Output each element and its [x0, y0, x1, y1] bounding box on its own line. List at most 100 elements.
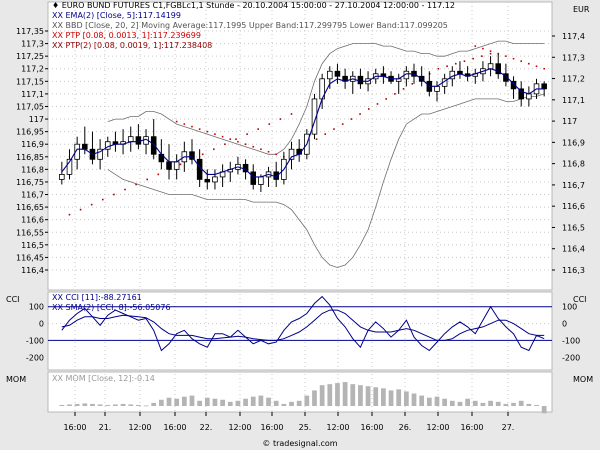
momentum-bar [541, 406, 547, 414]
ptp-dot [237, 140, 239, 143]
candle-body-up [127, 136, 134, 143]
axis-labels: 117,35 117,3 117,25 117,2 117,15 117,1 117,05 1… [6, 5, 593, 448]
mom-panel-label-right: MOM [573, 375, 593, 384]
cci-tick-right: -200 [562, 353, 580, 362]
momentum-bar [381, 388, 386, 406]
momentum-bar [472, 400, 478, 406]
cci-tick-left: 100 [29, 303, 44, 312]
ptp-dot [402, 88, 405, 90]
y-tick-label-left: 117,05 [16, 102, 44, 111]
ptp-dot [385, 98, 387, 100]
candle-body-up [212, 176, 218, 183]
y-tick-label-left: 116,8 [21, 165, 44, 174]
candle-body-up [258, 176, 264, 185]
momentum-bar [113, 404, 118, 406]
ptp-dot [213, 148, 215, 151]
ptp-dot [157, 173, 160, 176]
x-tick-label: 12:00 [326, 423, 349, 432]
momentum-bar [74, 403, 80, 406]
momentum-bar [273, 400, 279, 406]
momentum-bar [189, 395, 195, 406]
momentum-bars [59, 382, 547, 414]
momentum-bar [289, 401, 294, 406]
y-tick-label-right: 116,5 [562, 223, 585, 232]
copyright-footer: © tradesignal.com [262, 439, 337, 448]
momentum-bar [235, 400, 241, 406]
momentum-bar [327, 384, 333, 406]
candle-body-down [82, 143, 88, 150]
candle-body-down [541, 83, 547, 90]
momentum-bar [97, 404, 103, 406]
momentum-bar [388, 390, 394, 406]
momentum-bar [128, 404, 134, 406]
y-tick-label-right: 117,3 [562, 53, 585, 62]
panel-background [47, 1, 553, 291]
ptp-dot [275, 153, 278, 156]
ptp-dot [201, 153, 204, 156]
momentum-bar [495, 401, 501, 406]
bollinger-upper-band [107, 40, 545, 155]
x-tick-label: 26. [399, 423, 412, 432]
ptp-dot [268, 123, 271, 125]
candle-body-down [357, 75, 364, 85]
ptp-dot [512, 57, 515, 60]
candle-body-up [66, 158, 73, 175]
ptp-dot [101, 198, 104, 201]
candle-body-up [97, 148, 103, 160]
cci-tick-left: -100 [26, 336, 44, 345]
ptp-dot [489, 52, 492, 55]
cci-legend-item: XX CCI [11]:-88.27161 [52, 293, 142, 302]
x-tick-label: 27. [502, 423, 515, 432]
mom-legend-item: XX MOM [Close, 12]:-0.14 [52, 374, 155, 383]
x-tick-label: 16:00 [63, 423, 86, 432]
ptp-dot [79, 208, 82, 211]
cci-tick-left: 0 [39, 320, 44, 329]
y-tick-label-right: 116,7 [562, 181, 585, 190]
ptp-dot [175, 120, 178, 123]
ptp-dot [350, 118, 353, 120]
momentum-bar [358, 385, 363, 406]
y-tick-label-left: 117,15 [16, 77, 44, 86]
y-tick-label-left: 116,5 [21, 241, 44, 250]
y-tick-label-left: 116,75 [16, 178, 44, 187]
cci-tick-right: 0 [562, 320, 567, 329]
ptp-dot [535, 65, 538, 68]
ptp-dot [135, 183, 137, 186]
momentum-bar [158, 399, 164, 406]
candle-body-up [526, 93, 532, 100]
momentum-bar [227, 401, 233, 406]
momentum-bar [136, 404, 141, 406]
y-tick-label-right: 117,4 [562, 32, 585, 41]
momentum-bar [342, 382, 348, 406]
momentum-bar [304, 395, 310, 406]
ptp-dot [235, 138, 237, 140]
x-tick-label: 22. [200, 423, 213, 432]
momentum-bar [335, 383, 340, 406]
x-tick-label: 16:00 [360, 423, 383, 432]
ptp-dot [146, 178, 148, 181]
cci-tick-right: -100 [562, 336, 580, 345]
momentum-bar [151, 402, 157, 406]
candle-body-up [59, 173, 65, 180]
ptp-dot [505, 55, 507, 57]
momentum-bar [319, 385, 325, 406]
ptp-dot [489, 50, 492, 52]
ptp-dot [528, 62, 530, 65]
cci-lines [48, 295, 552, 352]
momentum-bar [403, 391, 409, 406]
momentum-bar [59, 404, 65, 406]
ptp-dot [183, 123, 186, 125]
y-tick-label-left: 116,6 [21, 216, 44, 225]
ptp-dot [229, 138, 232, 140]
momentum-bar [204, 397, 210, 406]
candle-body-up [173, 161, 180, 170]
momentum-bar [373, 387, 379, 406]
candle-body-down [135, 136, 142, 145]
momentum-bar [488, 400, 493, 406]
ptp-dot [315, 138, 318, 140]
y-tick-label-right: 116,8 [562, 160, 585, 169]
cci-panel-label-left: CCI [6, 295, 20, 304]
ptp-dot [472, 57, 474, 60]
y-tick-label-left: 117,3 [21, 40, 44, 49]
x-tick-label: 16:00 [460, 423, 483, 432]
